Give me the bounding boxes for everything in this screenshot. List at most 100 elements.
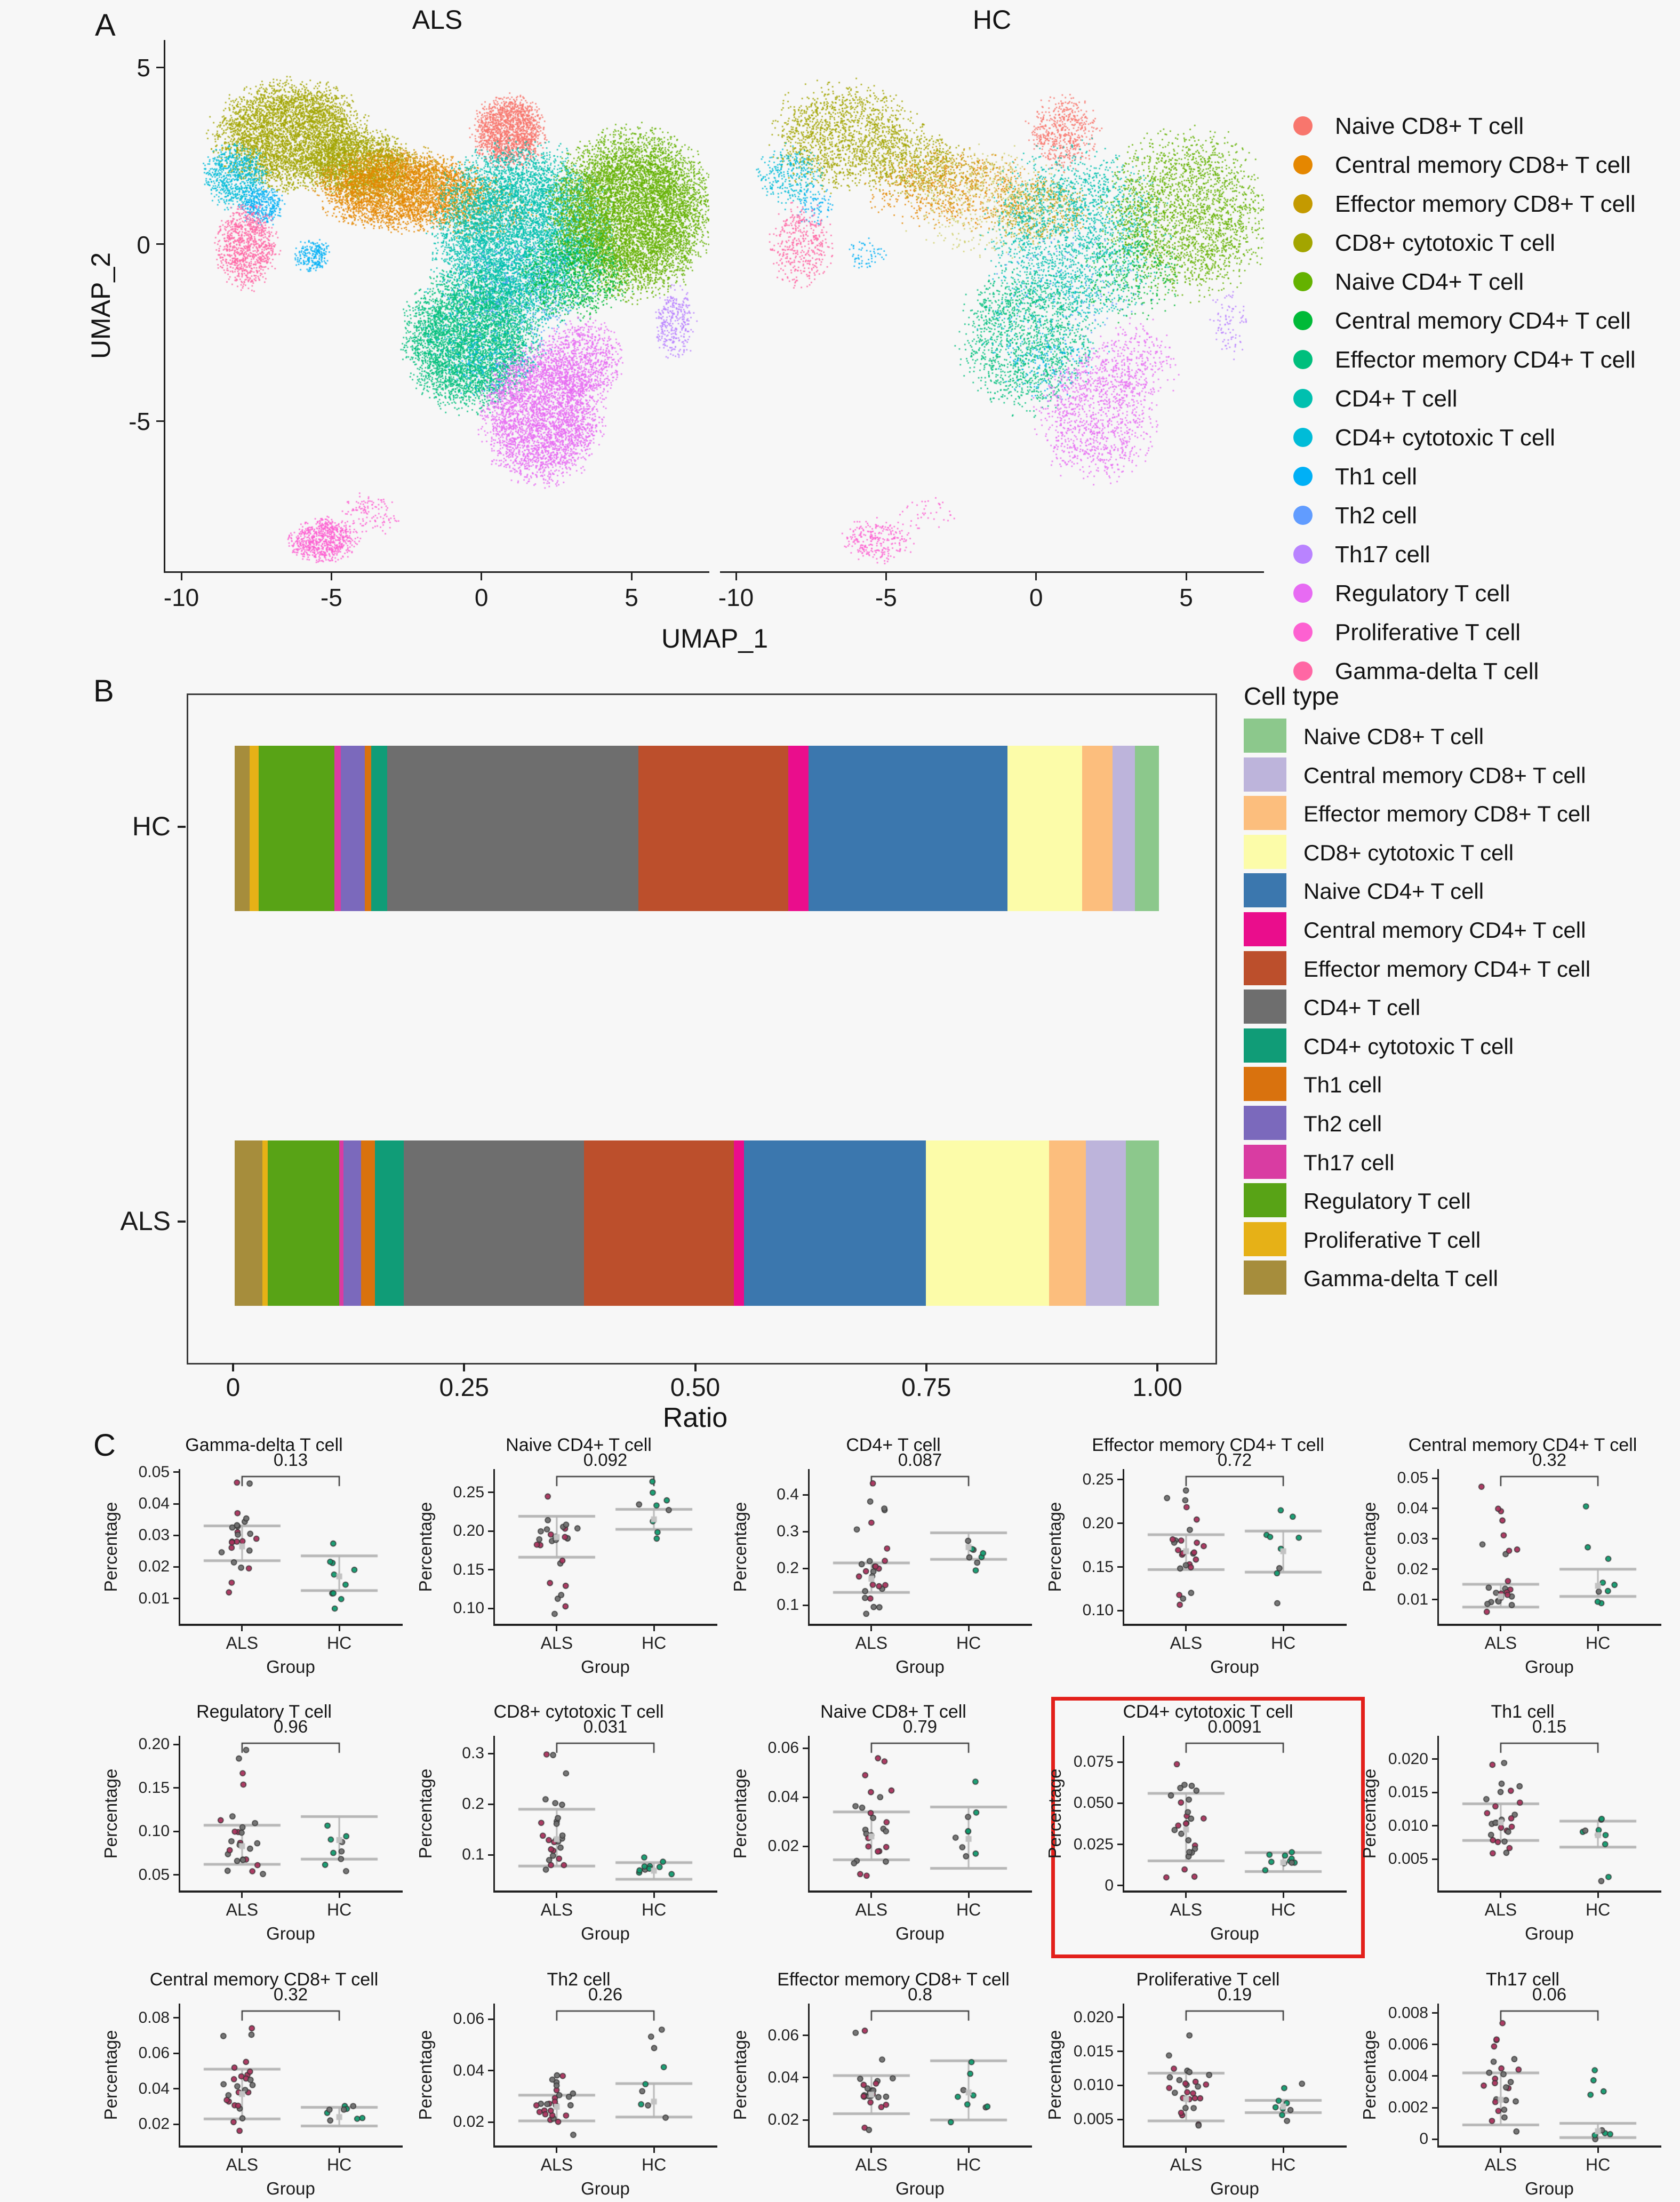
legend-item-label: Gamma-delta T cell bbox=[1335, 658, 1539, 684]
x-tick-mark bbox=[232, 1363, 234, 1371]
x-tick-label: 0.50 bbox=[670, 1374, 721, 1402]
y-category-label: ALS bbox=[120, 1206, 171, 1236]
x-tick-label: HC bbox=[326, 1900, 352, 1919]
x-axis-line bbox=[1437, 1890, 1661, 1893]
subplot-central-memory-cd4-t-cell: Central memory CD4+ T cell 0.32 0.01 0.02 0.… bbox=[1359, 1435, 1675, 1687]
y-axis-title: Percentage bbox=[415, 1768, 435, 1859]
ratio-segment bbox=[268, 1140, 339, 1306]
x-tick-mark bbox=[870, 1626, 873, 1631]
legend-item: Proliferative T cell bbox=[1293, 613, 1677, 652]
subplot-p-value: 0.32 bbox=[273, 1984, 308, 2004]
legend-item: Naive CD8+ T cell bbox=[1293, 107, 1677, 146]
y-tick-label: 0.1 bbox=[462, 1846, 484, 1864]
y-tick-label: 0.005 bbox=[1073, 2110, 1114, 2128]
y-tick-mark bbox=[1117, 1844, 1123, 1846]
umap-y-axis-title: UMAP_2 bbox=[86, 252, 116, 360]
y-tick-mark bbox=[1432, 1477, 1437, 1479]
x-axis-line bbox=[179, 1624, 403, 1626]
y-tick-label: 0.10 bbox=[1082, 1601, 1114, 1619]
y-axis-title: Percentage bbox=[730, 1502, 750, 1592]
x-tick-label: -10 bbox=[163, 584, 199, 611]
legend-item: Th1 cell bbox=[1244, 1066, 1676, 1104]
y-axis-title: Percentage bbox=[415, 2030, 435, 2120]
y-tick-label: 0.02 bbox=[767, 1837, 799, 1855]
y-tick-label: 0.020 bbox=[1073, 2008, 1114, 2026]
umap-als-title: ALS bbox=[412, 5, 463, 35]
y-tick-mark bbox=[1117, 2084, 1123, 2086]
subplot-title: CD4+ cytotoxic T cell bbox=[1123, 1702, 1293, 1722]
y-tick-mark bbox=[1432, 2107, 1437, 2109]
ratio-bar-als bbox=[235, 1140, 1159, 1306]
y-axis-line bbox=[179, 2004, 180, 2147]
y-tick-mark bbox=[173, 1566, 179, 1568]
legend-item: Gamma-delta T cell bbox=[1293, 652, 1677, 691]
y-tick-mark bbox=[173, 1471, 179, 1473]
subplot-points-canvas bbox=[810, 1736, 1030, 1890]
subplot-title: Th17 cell bbox=[1486, 1969, 1559, 1990]
y-tick-label: 0.06 bbox=[767, 1739, 799, 1757]
y-tick-mark bbox=[803, 1796, 808, 1798]
legend-swatch bbox=[1244, 951, 1286, 985]
x-tick-mark bbox=[630, 573, 633, 580]
x-tick-mark bbox=[925, 1363, 927, 1371]
x-tick-label: ALS bbox=[1484, 1900, 1517, 1919]
x-tick-mark bbox=[967, 1893, 970, 1898]
x-axis-title: Group bbox=[1210, 2179, 1259, 2198]
x-tick-label: HC bbox=[956, 2155, 981, 2174]
x-tick-mark bbox=[338, 1626, 340, 1631]
y-tick-mark bbox=[488, 1854, 493, 1856]
y-axis-title: Percentage bbox=[101, 2030, 121, 2120]
legend-item: Effector memory CD4+ T cell bbox=[1244, 950, 1676, 988]
x-tick-mark bbox=[870, 2148, 873, 2153]
y-tick-mark bbox=[173, 1830, 179, 1832]
legend-swatch-dot bbox=[1293, 389, 1313, 408]
y-tick-mark bbox=[803, 2035, 808, 2037]
legend-swatch-dot bbox=[1293, 545, 1313, 564]
legend-swatch bbox=[1244, 834, 1286, 869]
x-axis-title: Group bbox=[266, 1657, 315, 1677]
ratio-segment bbox=[584, 1140, 734, 1306]
x-axis-line bbox=[493, 2145, 717, 2148]
legend-item: CD4+ T cell bbox=[1244, 988, 1676, 1027]
x-tick-label: ALS bbox=[226, 1633, 259, 1653]
y-axis-line bbox=[1123, 1469, 1124, 1625]
x-tick-mark bbox=[653, 1893, 655, 1898]
x-tick-label: HC bbox=[956, 1900, 981, 1919]
subplot-title: Central memory CD8+ T cell bbox=[149, 1969, 379, 1990]
y-tick-label: 0.04 bbox=[767, 2068, 799, 2086]
x-tick-label: HC bbox=[1270, 1633, 1296, 1653]
y-tick-label: 0.05 bbox=[138, 1463, 170, 1481]
x-axis-title: Group bbox=[581, 1657, 630, 1677]
legend-swatch-dot bbox=[1293, 350, 1313, 369]
y-tick-mark bbox=[1117, 1761, 1123, 1763]
y-axis-line bbox=[1437, 1469, 1439, 1625]
x-tick-mark bbox=[1282, 2148, 1284, 2153]
legend-item: CD4+ T cell bbox=[1293, 379, 1677, 418]
y-tick-mark bbox=[803, 1845, 808, 1847]
y-tick-label: 0.06 bbox=[767, 2026, 799, 2044]
y-tick-mark bbox=[488, 1491, 493, 1493]
x-tick-label: HC bbox=[641, 1633, 667, 1653]
y-axis-title: Percentage bbox=[101, 1502, 121, 1592]
subplot-points-canvas bbox=[495, 2004, 716, 2145]
y-tick-label: 0.01 bbox=[1397, 1590, 1428, 1608]
ratio-segment bbox=[371, 746, 387, 911]
subplot-p-value: 0.087 bbox=[898, 1450, 942, 1470]
y-tick-label: 0.002 bbox=[1388, 2099, 1428, 2117]
y-tick-mark bbox=[173, 2052, 179, 2054]
legend-swatch bbox=[1244, 1106, 1286, 1140]
subplot-th2-cell: Th2 cell 0.26 0.02 0.04 0.06 Percentage ALS HC G… bbox=[415, 1969, 731, 2202]
x-tick-mark bbox=[338, 2148, 340, 2153]
x-axis-line bbox=[808, 2145, 1032, 2148]
subplot-p-value: 0.26 bbox=[588, 1984, 623, 2004]
subplot-th1-cell: Th1 cell 0.15 0.005 0.010 0.015 0.020 Percenta… bbox=[1359, 1702, 1675, 1953]
y-tick-label: 0.2 bbox=[777, 1559, 799, 1577]
subplot-p-value: 0.13 bbox=[273, 1450, 308, 1470]
y-tick-label: 0.4 bbox=[777, 1486, 799, 1504]
y-tick-mark bbox=[1117, 2051, 1123, 2053]
x-tick-mark bbox=[180, 573, 182, 580]
panel-b-label: B bbox=[93, 674, 114, 708]
y-tick-label: 0.05 bbox=[1397, 1469, 1428, 1487]
subplot-points-canvas bbox=[1124, 1736, 1345, 1890]
subplot-p-value: 0.0091 bbox=[1207, 1717, 1262, 1736]
